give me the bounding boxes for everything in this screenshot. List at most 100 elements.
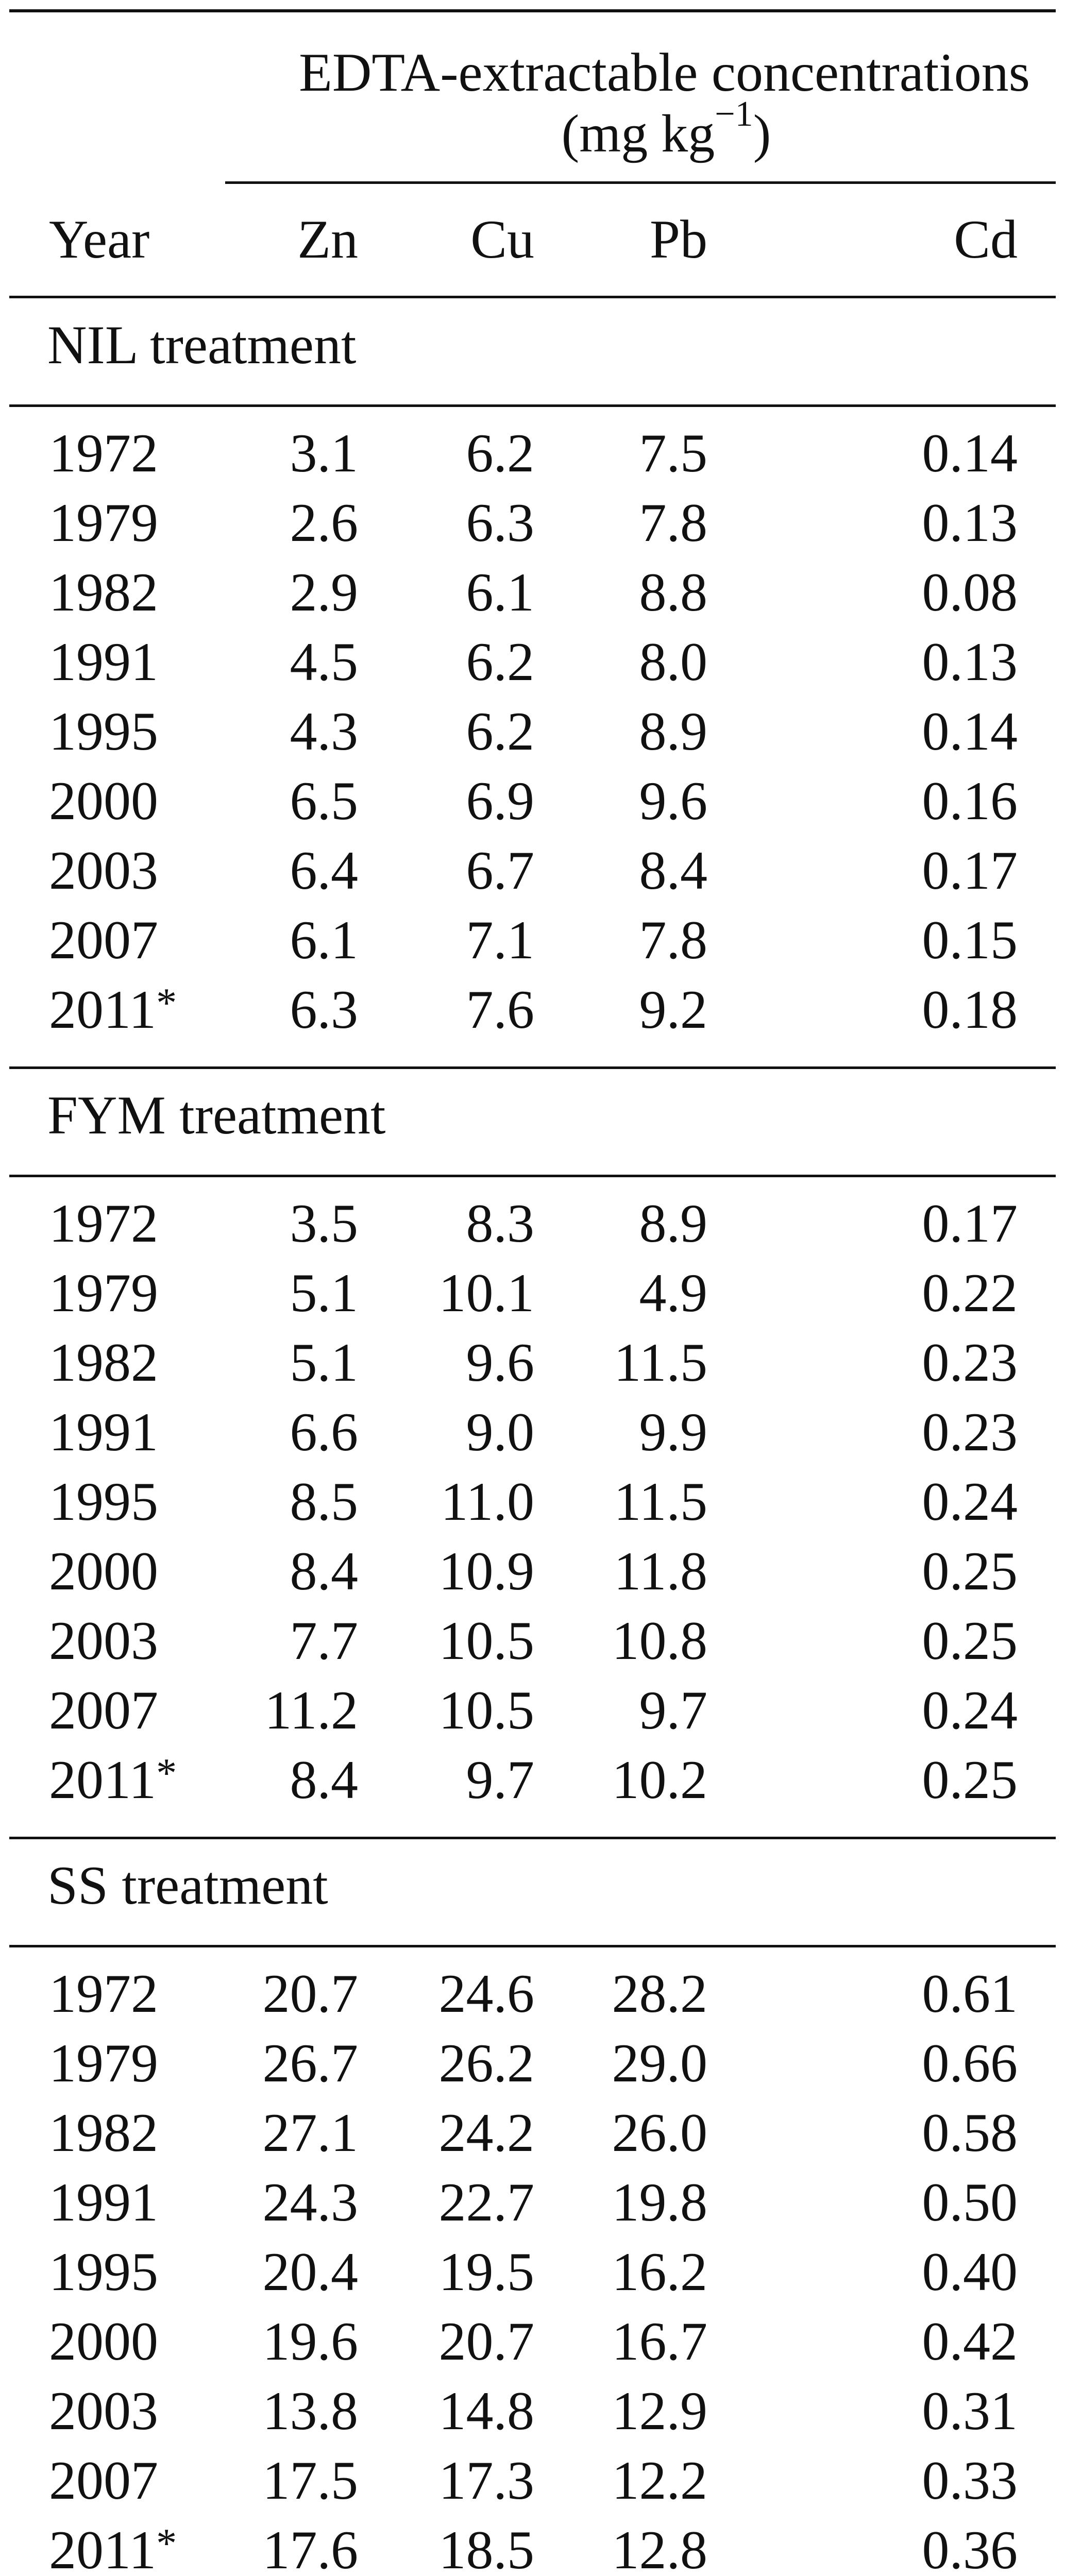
cell-zn: 26.7 [263, 2030, 359, 2097]
cell-pb: 16.2 [612, 2239, 708, 2306]
cell-pb: 12.9 [612, 2378, 708, 2445]
zn-value: 17.6 [262, 2520, 359, 2576]
cu-value: 26.2 [438, 2033, 535, 2093]
table-row: 2011* 8.4 9.7 10.2 0.25 [0, 1747, 1065, 1814]
cu-value: 6.2 [466, 423, 535, 483]
cell-year: 2003 [49, 1607, 158, 1674]
cell-cd: 0.16 [922, 768, 1018, 835]
unit-close: ) [753, 104, 771, 163]
year-value: 1979 [49, 1263, 158, 1323]
cell-zn: 20.7 [263, 1960, 359, 2027]
zn-value: 20.4 [262, 2242, 359, 2302]
zn-value: 6.4 [290, 840, 359, 901]
cell-zn: 6.5 [290, 768, 359, 835]
table-row: 2007 6.1 7.1 7.8 0.15 [0, 907, 1065, 974]
pb-value: 12.2 [612, 2450, 708, 2511]
pb-value: 9.6 [639, 771, 708, 831]
cell-zn: 8.4 [290, 1538, 359, 1605]
year-value: 2011 [49, 979, 157, 1040]
cd-value: 0.15 [922, 910, 1018, 970]
zn-value: 27.1 [262, 2103, 359, 2163]
cell-cd: 0.58 [922, 2099, 1018, 2166]
cd-value: 0.14 [922, 423, 1018, 483]
pb-value: 12.9 [612, 2381, 708, 2441]
cell-cd: 0.17 [922, 837, 1018, 904]
zn-value: 6.1 [290, 910, 359, 970]
year-value: 2003 [49, 1611, 158, 1671]
table-row: 1995 8.5 11.0 11.5 0.24 [0, 1468, 1065, 1535]
cell-year: 1982 [49, 2099, 158, 2166]
cell-zn: 24.3 [263, 2169, 359, 2236]
year-value: 2003 [49, 840, 158, 901]
top-rule [9, 9, 1056, 12]
year-value: 2000 [49, 2311, 158, 2371]
cell-zn: 3.1 [290, 420, 359, 487]
cd-value: 0.61 [922, 1963, 1018, 2024]
pb-value: 11.5 [614, 1332, 707, 1393]
cell-cd: 0.13 [922, 489, 1018, 556]
col-header-zn: Zn [297, 209, 358, 269]
cu-value: 9.0 [466, 1402, 535, 1462]
table-row: 2003 13.8 14.8 12.9 0.31 [0, 2378, 1065, 2445]
cell-pb: 10.2 [612, 1747, 708, 1814]
cell-pb: 8.9 [639, 1190, 708, 1257]
cd-value: 0.14 [922, 701, 1018, 761]
cell-cd: 0.15 [922, 907, 1018, 974]
table-row: 1979 2.6 6.3 7.8 0.13 [0, 489, 1065, 556]
zn-value: 2.9 [290, 562, 359, 622]
cu-value: 10.1 [438, 1263, 535, 1323]
header-bottom-rule [9, 296, 1056, 298]
year-value: 1979 [49, 2033, 158, 2093]
pb-value: 11.8 [614, 1541, 707, 1601]
cell-year: 1995 [49, 2239, 158, 2306]
cell-cu: 7.6 [466, 976, 535, 1043]
cd-value: 0.08 [922, 562, 1018, 622]
year-value: 1991 [49, 2172, 158, 2232]
cu-value: 9.6 [466, 1332, 535, 1393]
cell-cd: 0.66 [922, 2030, 1018, 2097]
cell-pb: 4.9 [639, 1260, 708, 1327]
table-row: 1972 3.5 8.3 8.9 0.17 [0, 1190, 1065, 1257]
cu-value: 18.5 [438, 2520, 535, 2576]
cu-value: 6.3 [466, 493, 535, 553]
cell-cu: 10.1 [439, 1260, 535, 1327]
cell-year: 1991 [49, 2169, 158, 2236]
cu-value: 17.3 [438, 2450, 535, 2511]
cell-cu: 6.1 [466, 559, 535, 626]
year-value: 1972 [49, 1193, 158, 1253]
pb-value: 11.5 [614, 1471, 707, 1532]
pb-value: 7.5 [639, 423, 708, 483]
cell-year: 2000 [49, 2308, 158, 2375]
cell-zn: 17.6 [263, 2517, 359, 2576]
year-value: 2003 [49, 2381, 158, 2441]
cell-zn: 6.4 [290, 837, 359, 904]
cd-value: 0.22 [922, 1263, 1018, 1323]
cd-value: 0.23 [922, 1332, 1018, 1393]
section-title: FYM treatment [47, 1085, 386, 1145]
cell-pb: 7.8 [639, 907, 708, 974]
cell-pb: 12.8 [612, 2517, 708, 2576]
cell-cu: 7.1 [466, 907, 535, 974]
cu-value: 19.5 [438, 2242, 535, 2302]
cell-cu: 9.0 [466, 1399, 535, 1466]
cell-pb: 29.0 [612, 2030, 708, 2097]
zn-value: 24.3 [262, 2172, 359, 2232]
cell-year: 1979 [49, 489, 158, 556]
cd-value: 0.31 [922, 2381, 1018, 2441]
table-row: 2003 7.7 10.5 10.8 0.25 [0, 1607, 1065, 1674]
table-row: 1991 6.6 9.0 9.9 0.23 [0, 1399, 1065, 1466]
cell-zn: 5.1 [290, 1260, 359, 1327]
cell-cd: 0.17 [922, 1190, 1018, 1257]
cu-value: 22.7 [438, 2172, 535, 2232]
cell-cu: 24.6 [439, 1960, 535, 2027]
section-end-rule [9, 1066, 1056, 1069]
cell-pb: 11.5 [614, 1329, 707, 1396]
year-value: 2000 [49, 1541, 158, 1601]
cell-cu: 22.7 [439, 2169, 535, 2236]
pb-value: 8.4 [639, 840, 708, 901]
unit-header: (mg kg−1) [225, 94, 1056, 164]
cd-value: 0.25 [922, 1541, 1018, 1601]
zn-value: 4.5 [290, 632, 359, 692]
section-title-rule [9, 1175, 1056, 1177]
cell-cd: 0.61 [922, 1960, 1018, 2027]
